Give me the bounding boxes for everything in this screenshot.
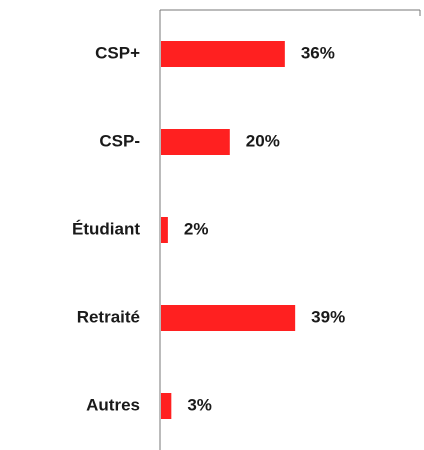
bar bbox=[161, 305, 296, 331]
value-label: 3% bbox=[187, 395, 212, 414]
bar bbox=[161, 217, 168, 243]
y-tick-label: CSP+ bbox=[95, 43, 140, 62]
bar bbox=[161, 129, 230, 155]
y-tick-label: Autres bbox=[86, 395, 140, 414]
value-label: 2% bbox=[184, 219, 209, 238]
y-tick-label: CSP- bbox=[99, 131, 140, 150]
y-tick-label: Retraité bbox=[77, 307, 140, 326]
value-label: 39% bbox=[311, 307, 345, 326]
value-label: 36% bbox=[301, 43, 335, 62]
bar bbox=[161, 41, 285, 67]
bar bbox=[161, 393, 172, 419]
y-tick-label: Étudiant bbox=[72, 219, 140, 238]
value-label: 20% bbox=[246, 131, 280, 150]
